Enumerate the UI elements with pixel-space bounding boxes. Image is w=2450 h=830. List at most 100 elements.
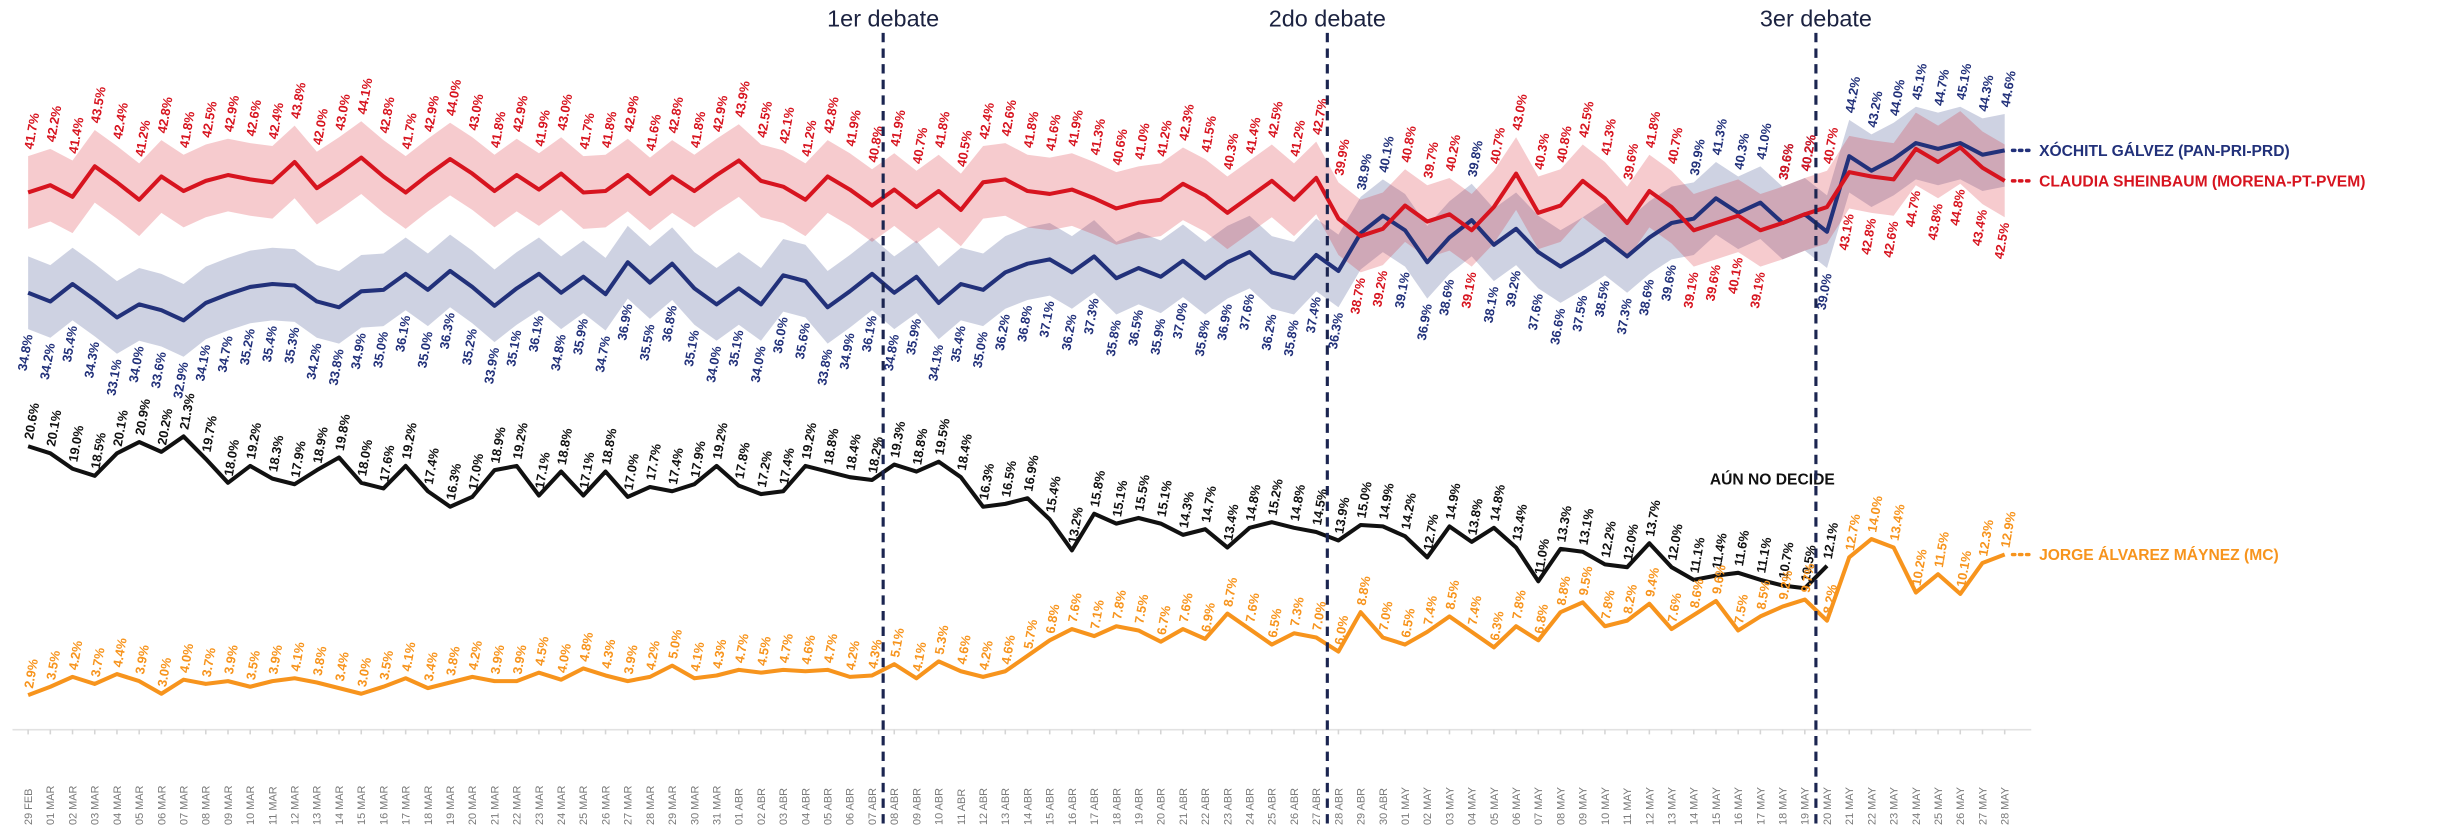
value-label: 42.9% — [221, 94, 242, 133]
value-label: 42.8% — [154, 95, 175, 134]
value-label: 41.8% — [1020, 110, 1041, 149]
x-tick-label: 25 ABR — [1267, 788, 1279, 825]
x-tick-label: 20 ABR — [1156, 788, 1168, 825]
x-tick-label: 17 MAR — [401, 785, 413, 825]
value-label: 20.9% — [132, 397, 153, 436]
value-label: 36.8% — [1014, 304, 1035, 343]
value-label: 39.6% — [1620, 142, 1641, 181]
value-label: 16.3% — [976, 462, 997, 501]
value-label: 40.2% — [1798, 133, 1819, 172]
bands — [28, 106, 2005, 357]
value-label: 4.1% — [287, 640, 307, 672]
value-label: 44.7% — [1931, 68, 1952, 107]
value-label: 42.8% — [665, 95, 686, 134]
value-label: 4.2% — [643, 639, 663, 671]
value-label: 7.0% — [1309, 600, 1329, 632]
value-label: 34.1% — [192, 343, 213, 382]
value-label: 36.3% — [1325, 311, 1346, 350]
value-label: 3.9% — [621, 643, 641, 675]
value-label: 4.4% — [110, 636, 130, 668]
value-label: 40.3% — [1531, 132, 1552, 171]
value-label: 41.8% — [176, 110, 197, 149]
value-label: 38.5% — [1591, 279, 1612, 318]
value-label: 20.6% — [21, 401, 42, 440]
value-label: 40.3% — [1731, 132, 1752, 171]
value-label: 8.2% — [1820, 583, 1840, 615]
value-label: 41.8% — [687, 110, 708, 149]
value-label: 36.9% — [1414, 302, 1435, 341]
value-label: 43.8% — [1925, 202, 1946, 241]
value-label: 19.8% — [332, 413, 353, 452]
value-label: 36.2% — [1258, 312, 1279, 351]
value-label: 17.6% — [376, 443, 397, 482]
value-label: 35.5% — [636, 323, 657, 362]
value-label: 15.5% — [1131, 473, 1152, 512]
x-tick-label: 02 MAY — [1422, 786, 1434, 825]
value-label: 42.4% — [110, 101, 131, 140]
value-label: 39.1% — [1747, 270, 1768, 309]
value-label: 16.3% — [443, 462, 464, 501]
x-tick-label: 13 MAR — [312, 785, 324, 825]
x-tick-label: 06 ABR — [845, 788, 857, 825]
series-name: JORGE ÁLVAREZ MÁYNEZ (MC) — [2039, 545, 2279, 564]
value-label: 43.1% — [1836, 212, 1857, 251]
value-label: 20.2% — [154, 407, 175, 446]
value-label: 35.2% — [459, 327, 480, 366]
x-tick-label: 27 MAY — [1977, 786, 1989, 825]
value-label: 41.9% — [532, 108, 553, 147]
value-label: 19.0% — [65, 424, 86, 463]
value-label: 32.9% — [170, 360, 191, 399]
value-label: 3.7% — [88, 646, 108, 678]
value-label: 4.1% — [399, 640, 419, 672]
value-label: 34.0% — [126, 344, 147, 383]
value-label: 7.4% — [1465, 594, 1485, 626]
series-line — [27, 145, 2006, 239]
value-label: 44.3% — [1975, 73, 1996, 112]
x-tick-label: 15 MAY — [1711, 786, 1723, 825]
x-tick-label: 08 ABR — [889, 788, 901, 825]
value-label: 7.8% — [1509, 588, 1529, 620]
value-label: 17.7% — [643, 442, 664, 481]
value-label: 35.0% — [370, 330, 391, 369]
value-label: 18.4% — [954, 432, 975, 471]
value-label: 4.2% — [465, 639, 485, 671]
value-label: 37.4% — [1303, 295, 1324, 334]
x-tick-label: 13 ABR — [1000, 788, 1012, 825]
value-label: 3.4% — [421, 650, 441, 682]
value-label: 43.8% — [287, 81, 308, 120]
x-tick-label: 11 ABR — [956, 789, 968, 825]
value-label: 13.2% — [1065, 505, 1086, 544]
value-label: 36.1% — [525, 314, 546, 353]
value-label: 34.8% — [548, 333, 569, 372]
x-tick-label: 04 MAY — [1467, 786, 1479, 825]
value-label: 19.7% — [199, 414, 220, 453]
series-line — [27, 434, 1829, 591]
value-label: 41.2% — [132, 118, 153, 157]
value-label: 4.2% — [843, 639, 863, 671]
value-label: 3.8% — [310, 645, 330, 677]
value-label: 41.2% — [1287, 118, 1308, 157]
x-tick-label: 21 MAY — [1844, 786, 1856, 825]
value-label: 18.2% — [865, 435, 886, 474]
value-label: 14.9% — [1442, 481, 1463, 520]
value-label: 44.1% — [354, 76, 375, 115]
value-label: 5.7% — [1020, 618, 1040, 650]
value-label: 14.9% — [1376, 481, 1397, 520]
value-label: 18.0% — [354, 438, 375, 477]
value-label: 41.4% — [1242, 116, 1263, 155]
x-tick-label: 14 MAR — [334, 785, 346, 825]
value-label: 42.1% — [776, 105, 797, 144]
value-label: 34.0% — [747, 344, 768, 383]
value-label: 7.1% — [1087, 598, 1107, 630]
x-tick-label: 09 MAR — [223, 785, 235, 825]
value-label: 36.9% — [1214, 302, 1235, 341]
value-label: 41.4% — [65, 116, 86, 155]
value-label: 44.7% — [1902, 189, 1923, 228]
value-label: 19.2% — [243, 421, 264, 460]
value-label: 41.5% — [1198, 114, 1219, 153]
value-label: 18.5% — [88, 431, 109, 470]
value-label: 37.6% — [1236, 292, 1257, 331]
x-tick-label: 19 MAY — [1800, 786, 1812, 825]
